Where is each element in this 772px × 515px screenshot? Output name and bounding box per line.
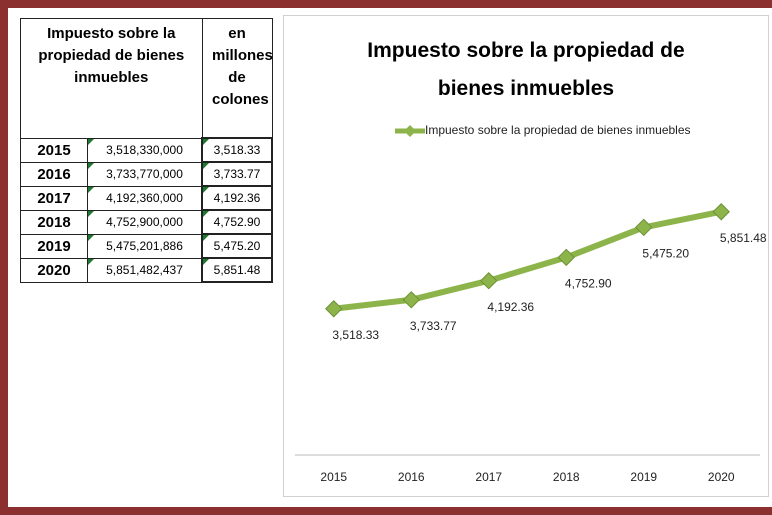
marker xyxy=(635,218,653,237)
x-tick-label: 2020 xyxy=(708,470,735,484)
table-cell: 3,733.77 xyxy=(201,161,273,187)
table-row: 2017 4,192,360,000 4,192.36 xyxy=(20,185,273,211)
table-cell: 2018 xyxy=(20,209,88,235)
legend-marker xyxy=(404,125,416,137)
x-tick-label: 2018 xyxy=(553,470,580,484)
table-cell: 2016 xyxy=(20,161,88,187)
data-label: 4,192.36 xyxy=(487,300,534,314)
table-cell: 3,518.33 xyxy=(201,137,273,163)
marker xyxy=(480,272,498,290)
x-tick-label: 2019 xyxy=(630,470,657,484)
table-cell: 4,752.90 xyxy=(201,209,273,235)
header-text: en millones de colones xyxy=(212,25,273,108)
table-cell: 5,475.20 xyxy=(201,233,273,259)
table-row: 2015 3,518,330,000 3,518.33 xyxy=(20,137,273,163)
table-row: 2016 3,733,770,000 3,733.77 xyxy=(20,161,273,187)
table-cell: 2017 xyxy=(20,185,88,211)
chart-area xyxy=(283,15,769,497)
data-label: 5,851.48 xyxy=(720,231,767,245)
table-cell: 2015 xyxy=(20,137,88,163)
x-tick-label: 2016 xyxy=(398,470,425,484)
data-label: 5,475.20 xyxy=(642,247,689,261)
data-label: 3,733.77 xyxy=(410,319,457,333)
header-text: Impuesto sobre la propiedad de bienes in… xyxy=(38,25,185,86)
marker xyxy=(712,203,730,221)
data-label: 3,518.33 xyxy=(332,328,379,342)
table-row: 2019 5,475,201,886 5,475.20 xyxy=(20,233,273,259)
data-table: Impuesto sobre la propiedad de bienes in… xyxy=(20,18,273,283)
table-cell: 4,192,360,000 xyxy=(87,185,203,211)
x-tick-label: 2015 xyxy=(320,470,347,484)
table-cell: 3,733,770,000 xyxy=(87,161,203,187)
table-cell: 5,851.48 xyxy=(201,257,273,283)
table-cell: 5,851,482,437 xyxy=(87,257,203,283)
x-tick-label: 2017 xyxy=(475,470,502,484)
legend-label: Impuesto sobre la propiedad de bienes in… xyxy=(425,123,691,137)
table-cell: 3,518,330,000 xyxy=(87,137,203,163)
data-label: 4,752.90 xyxy=(565,277,612,291)
marker xyxy=(325,300,343,318)
table-header: en millones de colones xyxy=(201,18,273,139)
line xyxy=(333,208,722,312)
table-cell: 4,192.36 xyxy=(201,185,273,211)
table-cell: 2020 xyxy=(20,257,88,283)
table-row: 2020 5,851,482,437 5,851.48 xyxy=(20,257,273,283)
chart-title: Impuesto sobre la propiedad de bienes in… xyxy=(367,39,685,100)
marker xyxy=(402,291,420,309)
marker xyxy=(557,248,575,267)
